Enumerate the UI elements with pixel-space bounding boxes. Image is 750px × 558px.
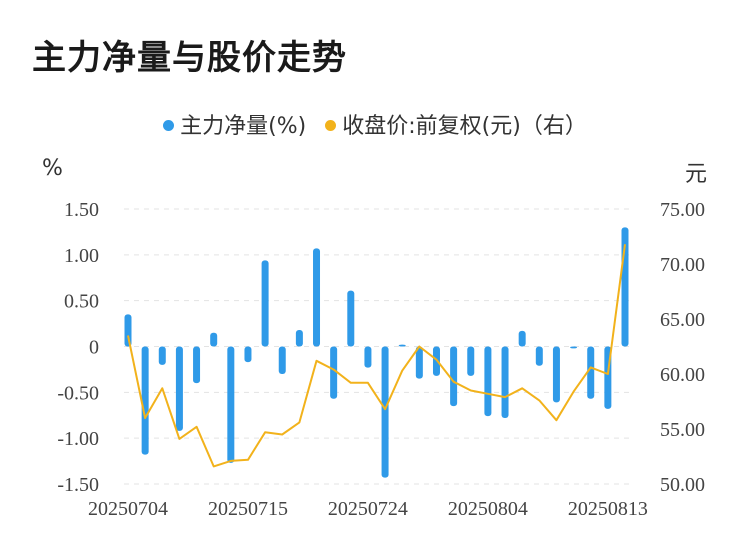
y-right-tick-2: 65.00 — [660, 309, 705, 331]
bar-20 — [467, 346, 475, 376]
y-right-tick-4: 55.00 — [660, 419, 705, 441]
bar-6 — [227, 346, 235, 463]
bar-7 — [244, 346, 252, 363]
bar-3 — [175, 346, 183, 431]
bar-12 — [330, 346, 338, 399]
x-tick-0: 20250704 — [88, 498, 168, 520]
x-tick-4: 20250813 — [568, 498, 648, 520]
bar-11 — [313, 248, 321, 347]
legend-dot-close-price — [325, 119, 337, 131]
y-left-tick-0: 1.50 — [64, 199, 99, 221]
bar-21 — [484, 346, 492, 417]
bar-24 — [535, 346, 543, 366]
y-right-tick-5: 50.00 — [660, 474, 705, 496]
legend-label-close-price: 收盘价:前复权(元)（右） — [342, 114, 587, 139]
legend-label-net-flow: 主力净量(%) — [180, 114, 307, 139]
x-tick-2: 20250724 — [328, 498, 408, 520]
bar-13 — [347, 290, 355, 347]
bar-4 — [193, 346, 201, 384]
bar-10 — [295, 330, 303, 347]
bar-14 — [364, 346, 372, 368]
y-left-tick-3: 0 — [89, 337, 99, 359]
chart-title: 主力净量与股价走势 — [32, 38, 347, 78]
bar-2 — [158, 346, 166, 365]
y-left-tick-4: -0.50 — [57, 382, 99, 404]
y-right-tick-0: 75.00 — [660, 199, 705, 221]
bar-23 — [518, 330, 526, 347]
x-tick-3: 20250804 — [448, 498, 528, 520]
y-right-tick-1: 70.00 — [660, 254, 705, 276]
bar-25 — [552, 346, 560, 403]
y-left-tick-2: 0.50 — [64, 291, 99, 313]
bar-0 — [124, 314, 132, 347]
bar-22 — [501, 346, 509, 418]
bar-5 — [210, 332, 218, 347]
legend-dot-net-flow — [163, 119, 175, 131]
bar-8 — [261, 260, 269, 347]
legend: 主力净量(%) 收盘价:前复权(元)（右） — [0, 108, 750, 140]
bar-17 — [415, 346, 423, 379]
bar-1 — [141, 346, 149, 455]
legend-item-close-price[interactable]: 收盘价:前复权(元)（右） — [325, 108, 587, 140]
right-axis-unit: 元 — [685, 162, 708, 187]
bar-9 — [278, 346, 286, 374]
bar-26 — [570, 346, 578, 349]
left-axis-unit: % — [42, 156, 63, 181]
bar-16 — [398, 344, 406, 347]
bar-27 — [587, 346, 595, 399]
y-left-tick-1: 1.00 — [64, 245, 99, 267]
bar-19 — [450, 346, 458, 407]
legend-item-net-flow[interactable]: 主力净量(%) — [163, 108, 306, 140]
y-left-tick-5: -1.00 — [57, 428, 99, 450]
y-right-tick-3: 60.00 — [660, 364, 705, 386]
x-tick-1: 20250715 — [208, 498, 288, 520]
price-line — [127, 244, 626, 468]
bar-15 — [381, 346, 389, 478]
y-left-tick-6: -1.50 — [57, 474, 99, 496]
